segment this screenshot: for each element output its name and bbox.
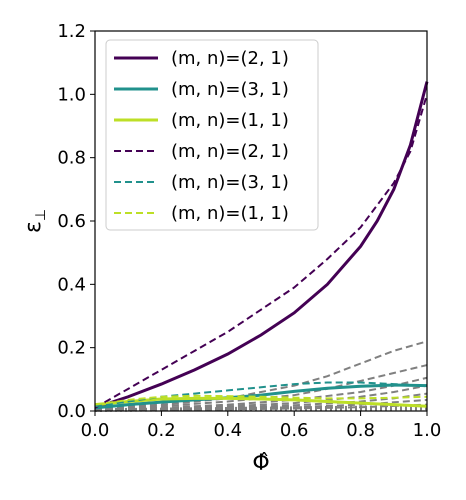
svg-text:ε⊥: ε⊥ <box>21 209 49 233</box>
legend-label: (m, n)=(3, 1) <box>171 172 289 193</box>
series-line-0 <box>94 81 429 410</box>
y-tick-label: 1.0 <box>57 84 86 105</box>
series-layer <box>94 81 429 412</box>
x-tick-label: 0.8 <box>346 420 375 441</box>
x-tick-label: 0.6 <box>280 420 309 441</box>
series-line-1 <box>94 383 428 410</box>
gray-series-line-0 <box>94 340 428 409</box>
series-line-2 <box>94 396 428 408</box>
series-line-5 <box>94 394 428 406</box>
legend: (m, n)=(2, 1) (m, n)=(3, 1) (m, n)=(1, 1) (… <box>105 39 319 231</box>
legend-label: (m, n)=(1, 1) <box>171 203 289 224</box>
y-tick-label: 0.0 <box>57 401 86 422</box>
y-tick-label: 1.2 <box>57 21 86 42</box>
legend-label: (m, n)=(3, 1) <box>171 79 289 100</box>
x-tick-label: 0.4 <box>213 420 242 441</box>
x-axis-label: Φ̂ <box>252 451 269 476</box>
y-tick-label: 0.6 <box>57 211 86 232</box>
gray-series-line-1 <box>94 364 428 411</box>
legend-label: (m, n)=(1, 1) <box>171 110 289 131</box>
x-tick-label: 0.2 <box>147 420 176 441</box>
y-axis-label-subscript: ⊥ <box>33 209 49 221</box>
gray-series-line-8 <box>94 407 428 412</box>
y-tick-label: 0.8 <box>57 148 86 169</box>
x-tick-label: 0.0 <box>81 420 110 441</box>
x-tick-label: 1.0 <box>413 420 442 441</box>
series-line-3 <box>94 94 428 409</box>
y-tick-label: 0.2 <box>57 338 86 359</box>
legend-label: (m, n)=(2, 1) <box>171 48 289 69</box>
y-axis-label-group: ε⊥ <box>21 209 49 233</box>
y-tick-label: 0.4 <box>57 274 86 295</box>
y-axis-label: ε <box>21 221 46 233</box>
ticks-layer: 0.0 0.2 0.4 0.6 0.8 1.0 0.0 0.2 0.4 0.6 0.8 1.0 1.2 <box>57 21 441 441</box>
legend-label: (m, n)=(2, 1) <box>171 141 289 162</box>
legend-box <box>105 39 319 231</box>
